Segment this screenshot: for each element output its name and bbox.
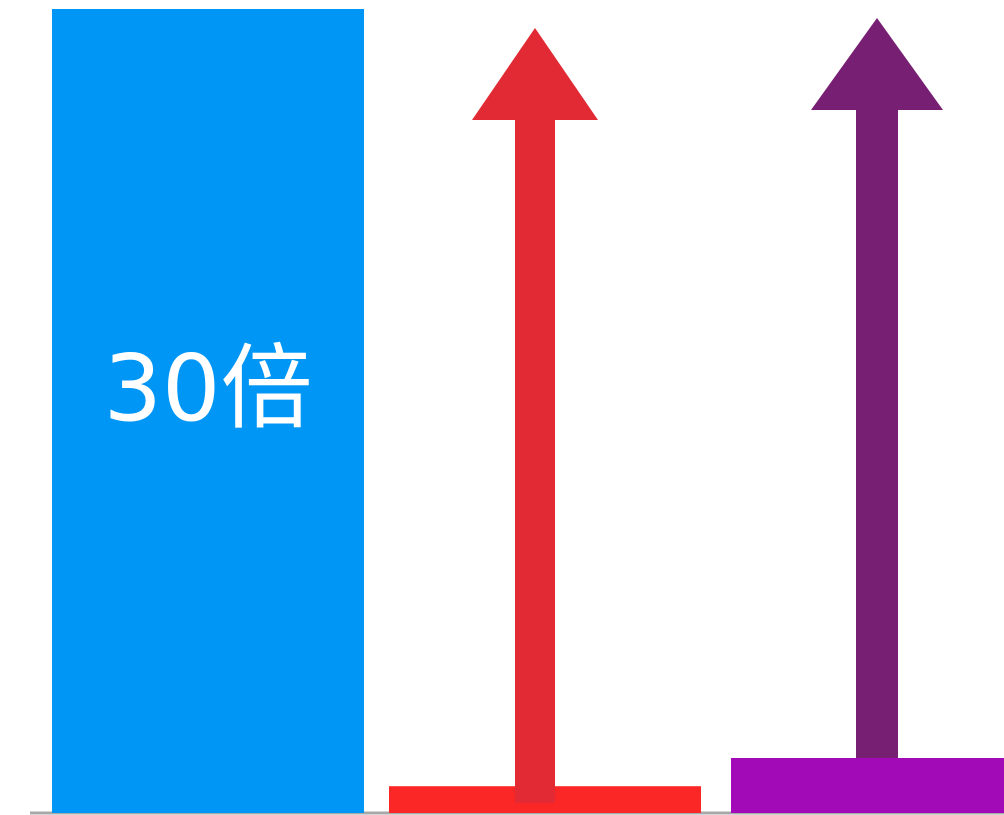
- bar-0: [52, 9, 364, 813]
- growth-arrow-1: [472, 28, 598, 803]
- arrow-shaft-1: [515, 118, 555, 803]
- arrow-head-2: [811, 18, 943, 110]
- growth-arrow-2: [811, 18, 943, 758]
- arrow-head-1: [472, 28, 598, 120]
- bar-2: [731, 758, 1004, 813]
- bar-value-label-0: 30倍: [103, 335, 312, 442]
- data-labels-layer: 30倍: [103, 335, 312, 442]
- arrows-layer: [472, 18, 943, 803]
- arrow-shaft-2: [856, 108, 898, 758]
